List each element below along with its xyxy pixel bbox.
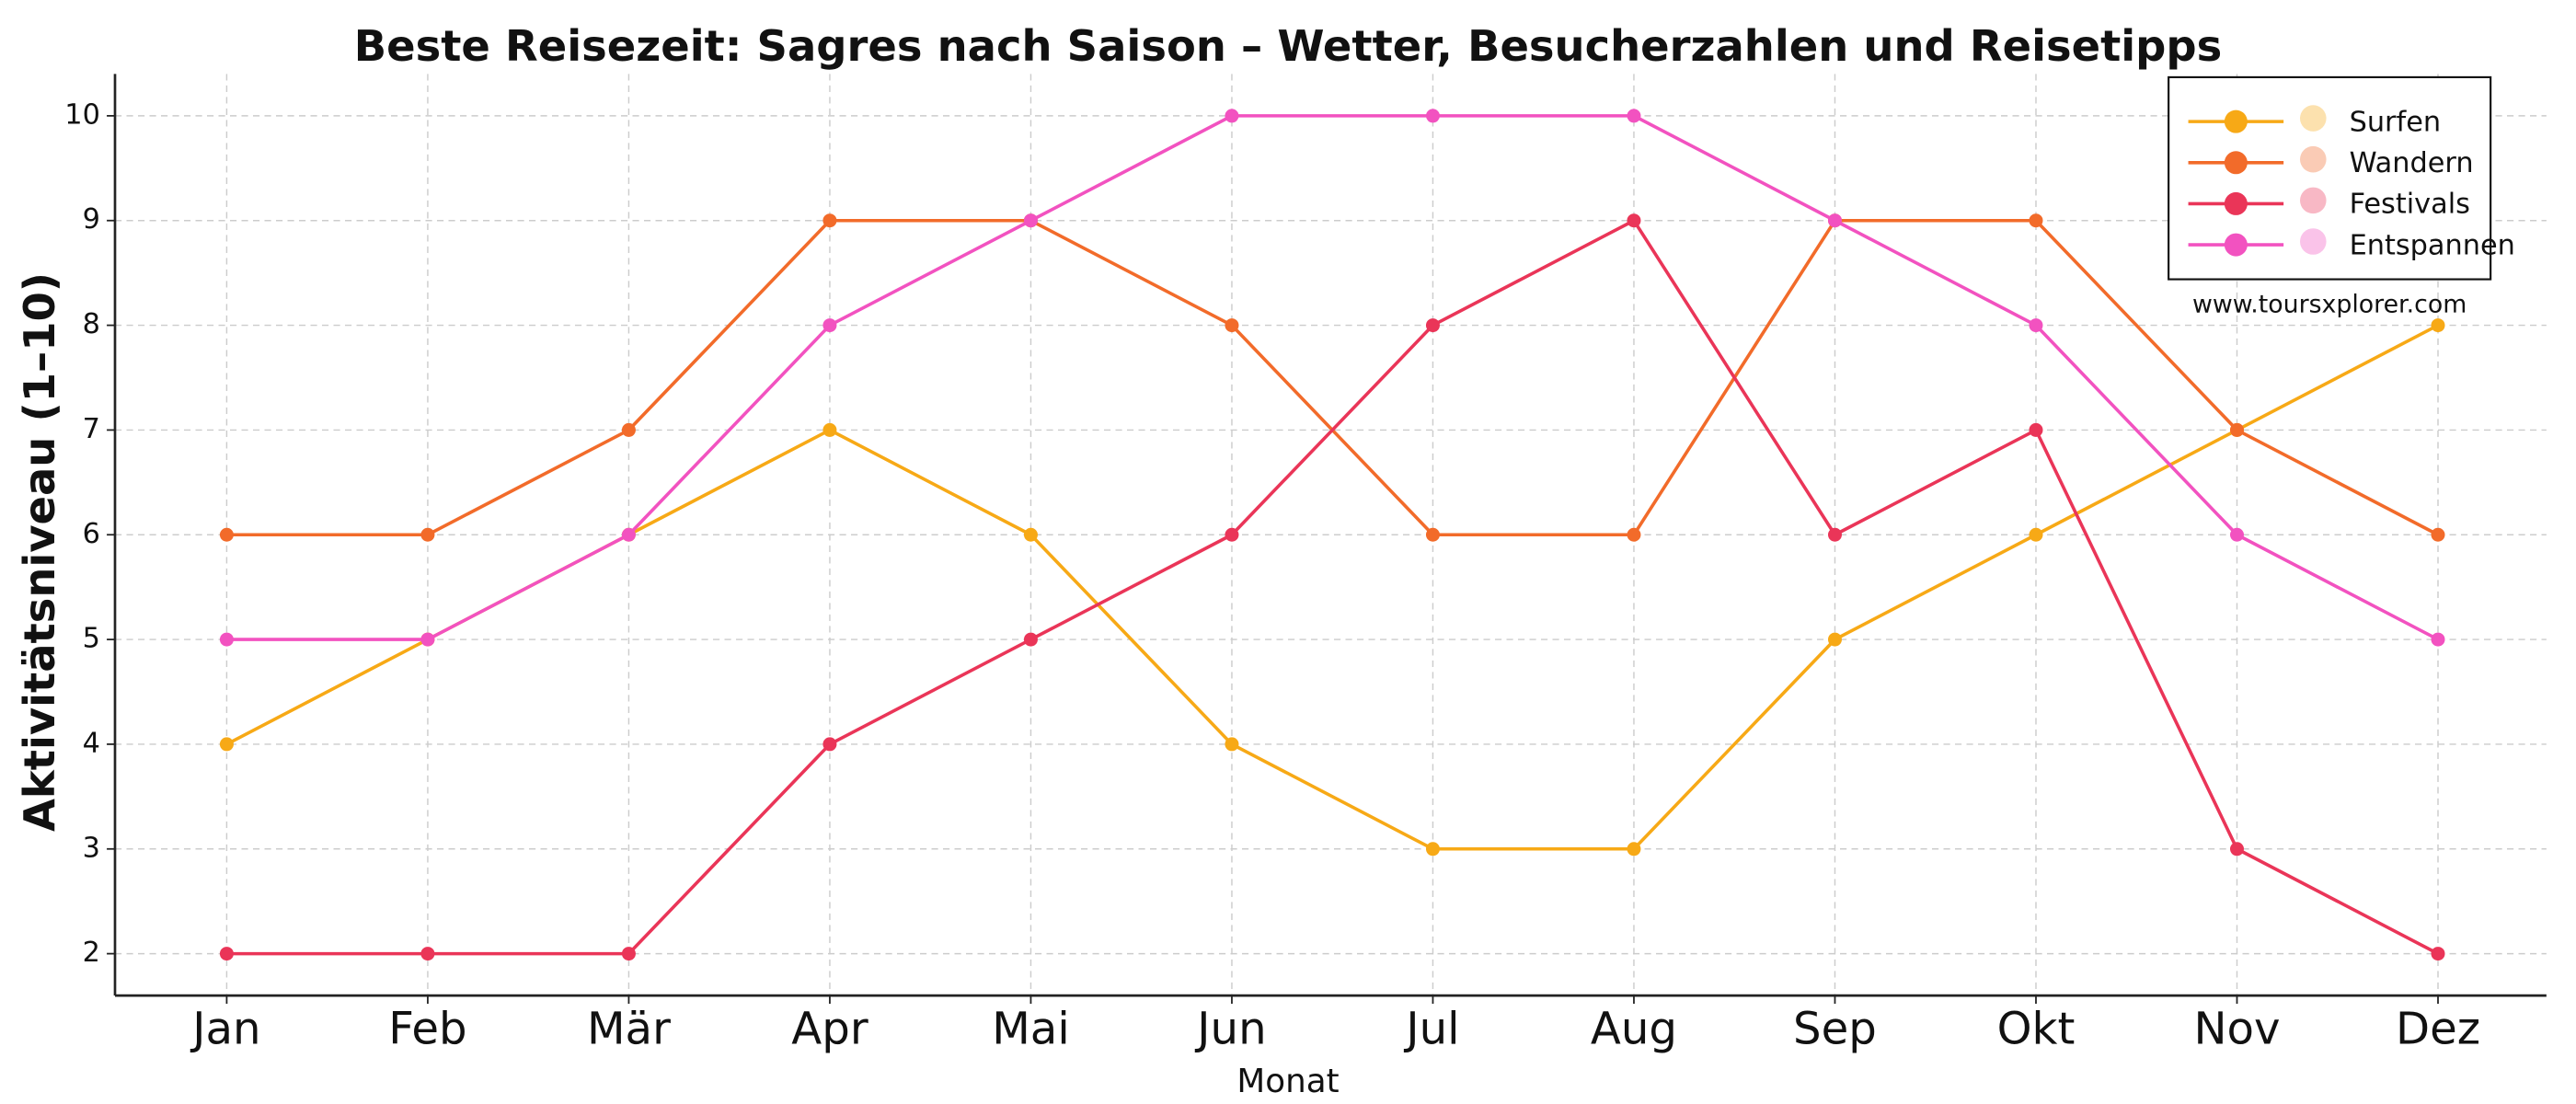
series-line (226, 218, 2439, 956)
y-tick-label: 7 (83, 413, 100, 445)
data-point (219, 632, 234, 647)
data-point (1827, 213, 1842, 228)
legend-marker (2224, 191, 2248, 215)
data-point (219, 737, 234, 752)
data-point (822, 318, 837, 333)
data-point (2229, 422, 2244, 437)
series-line (225, 323, 2439, 851)
y-tick-label: 10 (64, 98, 100, 131)
legend-icon (2300, 145, 2327, 173)
y-tick-label: 4 (83, 727, 100, 759)
x-tick-label: Sep (1793, 1003, 1877, 1054)
data-point (1827, 632, 1842, 647)
x-tick-label: Mär (587, 1003, 671, 1054)
data-point (2029, 527, 2043, 542)
data-point (1627, 527, 1641, 542)
data-point (822, 737, 837, 752)
watermark: www.toursxplorer.com (2192, 291, 2467, 319)
data-point (1627, 213, 1641, 228)
x-tick-label: Jun (1194, 1003, 1266, 1054)
data-point (1023, 527, 1038, 542)
x-axis-label: Monat (1236, 1063, 1339, 1100)
y-tick-label: 3 (83, 832, 100, 864)
legend-marker (2224, 151, 2248, 175)
data-point (420, 527, 435, 542)
data-point (2431, 318, 2445, 333)
data-point (1225, 318, 1239, 333)
legend-label: Wandern (2350, 147, 2474, 179)
x-tick-label: Jan (190, 1003, 260, 1054)
x-tick-label: Aug (1591, 1003, 1677, 1054)
x-tick-label: Dez (2396, 1003, 2480, 1054)
data-point (219, 947, 234, 961)
chart-title: Beste Reisezeit: Sagres nach Saison – We… (354, 21, 2222, 71)
x-tick-label: Feb (388, 1003, 466, 1054)
data-point (2431, 632, 2445, 647)
legend-label: Entspannen (2350, 229, 2515, 261)
legend-label: Surfen (2350, 106, 2442, 138)
data-point (822, 422, 837, 437)
data-point (219, 527, 234, 542)
legend-label: Festivals (2350, 189, 2470, 221)
legend-marker (2224, 233, 2248, 257)
data-point (1627, 842, 1641, 857)
data-point (621, 527, 636, 542)
data-point (621, 422, 636, 437)
legend-icon (2300, 105, 2327, 132)
data-point (822, 213, 837, 228)
legend-marker (2224, 109, 2248, 133)
data-point (1225, 109, 1239, 123)
data-point (420, 947, 435, 961)
y-tick-label: 8 (83, 308, 100, 340)
data-point (2029, 318, 2043, 333)
data-point (2229, 842, 2244, 857)
x-tick-label: Nov (2193, 1003, 2280, 1054)
data-point (1827, 527, 1842, 542)
y-axis-label: Aktivitätsniveau (1–10) (15, 272, 64, 832)
y-tick-label: 2 (83, 937, 100, 969)
data-point (2431, 527, 2445, 542)
data-point (1627, 109, 1641, 123)
data-point (2431, 947, 2445, 961)
data-point (1023, 632, 1038, 647)
x-tick-label: Jul (1403, 1003, 1459, 1054)
data-point (1425, 109, 1440, 123)
legend-icon (2300, 187, 2327, 214)
data-point (1225, 527, 1239, 542)
y-tick-label: 6 (83, 518, 100, 550)
series-line (226, 114, 2439, 641)
data-point (420, 632, 435, 647)
x-tick-label: Mai (992, 1003, 1070, 1054)
data-point (2029, 213, 2043, 228)
data-point (621, 947, 636, 961)
y-tick-label: 9 (83, 203, 100, 236)
data-point (1425, 527, 1440, 542)
data-point (2229, 527, 2244, 542)
legend-icon (2300, 228, 2327, 255)
data-point (1225, 737, 1239, 752)
series-line (226, 218, 2439, 537)
data-point (2029, 422, 2043, 437)
y-tick-label: 5 (83, 623, 100, 655)
data-point (1425, 842, 1440, 857)
data-point (1425, 318, 1440, 333)
data-point (1023, 213, 1038, 228)
x-tick-label: Okt (1997, 1003, 2076, 1054)
x-tick-label: Apr (791, 1003, 868, 1054)
